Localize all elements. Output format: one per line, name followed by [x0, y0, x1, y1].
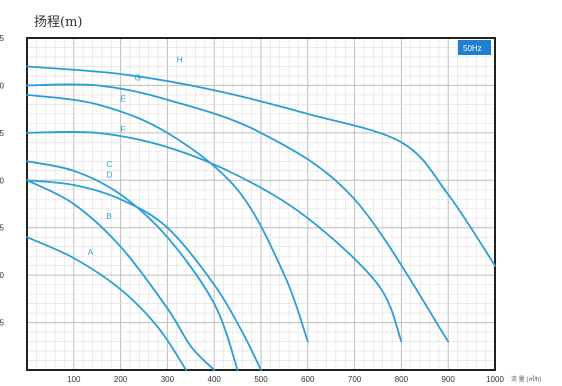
series-label-a: A — [88, 248, 94, 257]
x-tick-label: 400 — [208, 375, 222, 384]
series-line-b — [26, 179, 216, 371]
x-tick-label: 1000 — [486, 375, 504, 384]
x-tick-label: 100 — [67, 375, 81, 384]
series-line-g — [26, 83, 450, 343]
y-tick-label: 0 — [0, 176, 5, 185]
series-label-e: E — [121, 95, 126, 104]
x-tick-label: 700 — [348, 375, 362, 384]
x-tick-labels: 100 200 300 400 500 600 700 800 900 1000 — [67, 375, 504, 384]
series-line-a — [26, 236, 187, 371]
y-tick-label: 5 — [0, 224, 5, 233]
frequency-badge — [458, 40, 491, 55]
series-label-g: G — [135, 74, 141, 83]
series-line-c — [26, 160, 239, 371]
grid — [27, 38, 495, 370]
x-tick-label: 200 — [114, 375, 128, 384]
series-label-c: C — [107, 160, 113, 169]
series-line-f — [26, 130, 403, 343]
y-tick-label: 0 — [0, 81, 5, 90]
x-tick-label: 800 — [395, 375, 409, 384]
series-label-f: F — [121, 125, 126, 134]
x-tick-label: 300 — [161, 375, 175, 384]
y-tick-labels: 5 0 5 0 5 0 5 — [0, 34, 5, 328]
series-line-d — [26, 179, 262, 371]
series-label-h: H — [177, 56, 183, 65]
y-tick-label: 5 — [0, 129, 5, 138]
y-tick-label: 0 — [0, 271, 5, 280]
series-line-h — [26, 65, 496, 267]
series-label-b: B — [107, 212, 112, 221]
series-label-d: D — [107, 170, 113, 179]
y-tick-label: 5 — [0, 34, 5, 43]
frequency-badge-text: 50Hz — [463, 44, 482, 53]
y-tick-label: 5 — [0, 319, 5, 328]
x-tick-label: 900 — [442, 375, 456, 384]
series-group: A B CD E F G H — [26, 56, 496, 371]
x-tick-label: 600 — [301, 375, 315, 384]
x-axis-label: 流 量 (㎥/h) — [511, 375, 541, 383]
y-axis-label: 扬程(m) — [34, 15, 82, 30]
x-tick-label: 500 — [254, 375, 268, 384]
